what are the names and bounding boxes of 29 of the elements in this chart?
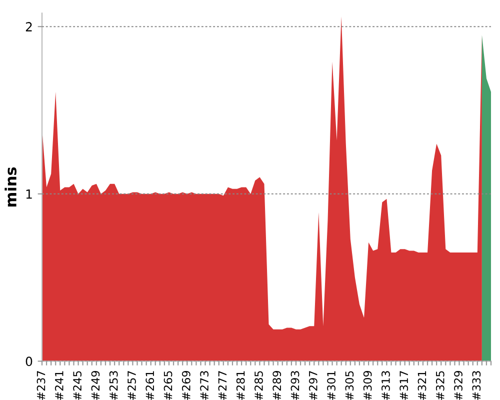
x-tick-label: #297 (308, 371, 318, 400)
y-tick-label: 1 (26, 190, 32, 199)
x-tick-label: #313 (382, 371, 390, 400)
x-tick-label: #309 (363, 371, 372, 400)
x-tick-label: #317 (400, 371, 408, 400)
x-tick-label: #301 (327, 371, 336, 400)
x-tick-label: #237 (36, 371, 46, 400)
x-tick-label: #249 (91, 371, 100, 400)
y-tick-label: 0 (26, 356, 32, 366)
y-axis-title: mins (4, 167, 17, 206)
x-tick-label: #281 (236, 371, 245, 400)
x-tick-label: #261 (146, 371, 154, 400)
x-tick-label: #265 (164, 371, 172, 400)
x-tick-label: #325 (436, 371, 444, 400)
x-tick-label: #269 (182, 371, 190, 400)
x-tick-label: #253 (109, 371, 118, 400)
x-tick-label: #257 (128, 371, 136, 400)
x-tick-label: #245 (73, 371, 82, 400)
x-tick-label: #273 (200, 371, 208, 400)
x-tick-label: #329 (454, 371, 462, 400)
x-tick-label: #241 (54, 371, 64, 400)
x-tick-label: #293 (290, 371, 300, 400)
x-tick-label: #333 (472, 371, 481, 400)
x-tick-label: #289 (272, 371, 282, 400)
x-tick-label: #305 (345, 371, 354, 400)
x-tick-label: #277 (218, 371, 226, 400)
y-tick-label: 2 (26, 22, 32, 32)
x-tick-label: #285 (254, 371, 263, 400)
x-tick-label: #321 (418, 371, 426, 400)
